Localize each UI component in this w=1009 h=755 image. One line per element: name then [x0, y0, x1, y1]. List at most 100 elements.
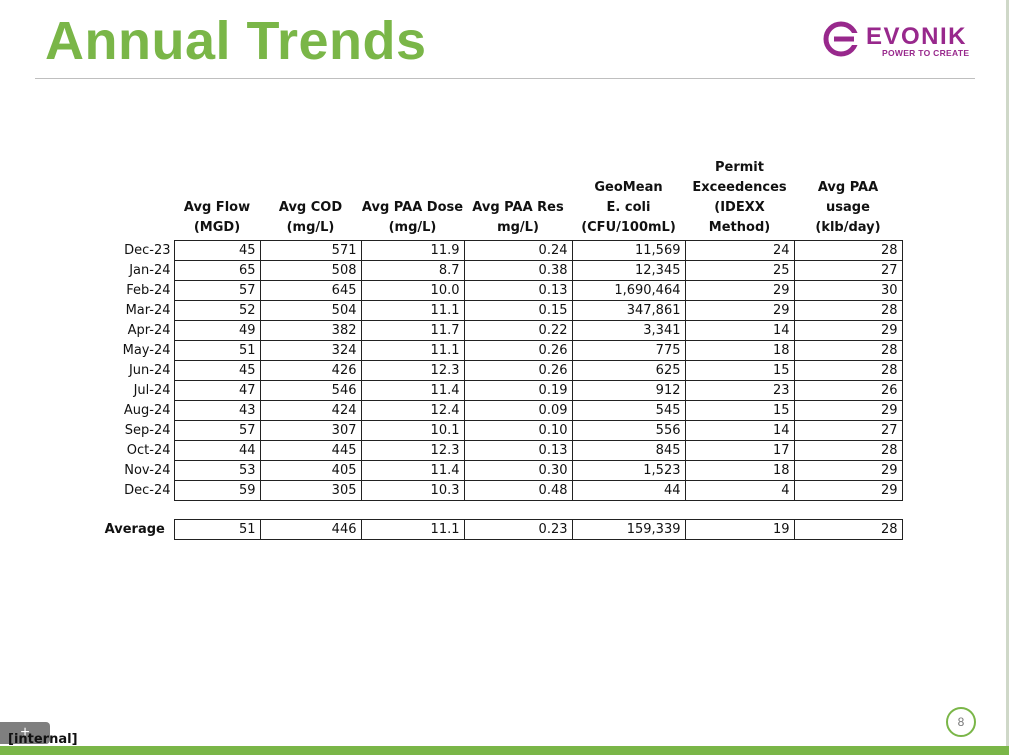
table-cell: 3,341 [571, 320, 686, 341]
table-cell: 12.3 [360, 440, 465, 461]
table-cell: 556 [571, 420, 686, 441]
column-header: Permit Exceedences (IDEXX Method) [692, 160, 787, 235]
table-cell: 307 [259, 420, 362, 441]
table-cell: 11.1 [360, 340, 465, 361]
table-cell: 305 [259, 480, 362, 501]
table-cell: 0.09 [463, 400, 573, 421]
average-row: Average 51 446 11.1 0.23 159,339 19 28 [100, 519, 903, 540]
table-cell: 845 [571, 440, 686, 461]
table-cell: 0.26 [463, 340, 573, 361]
table-cell: 19 [684, 519, 795, 540]
table-cell: 405 [259, 460, 362, 481]
annual-trends-table: Avg Flow (MGD) Avg COD (mg/L) Avg PAA Do… [100, 158, 903, 540]
row-label: Apr-24 [127, 323, 171, 338]
table-cell: 775 [571, 340, 686, 361]
table-cell: 382 [259, 320, 362, 341]
row-label: Jun-24 [128, 363, 171, 378]
row-label: Nov-24 [124, 463, 171, 478]
table-cell: 57 [173, 420, 261, 441]
slide-title: Annual Trends [45, 11, 427, 71]
table-cell: 26 [793, 380, 903, 401]
table-cell: 446 [259, 519, 362, 540]
page-number: 8 [946, 707, 976, 737]
table-cell: 51 [173, 519, 261, 540]
row-label: Average [104, 522, 165, 537]
row-label: Dec-23 [124, 243, 171, 258]
table-cell: 47 [173, 380, 261, 401]
table-cell: 426 [259, 360, 362, 381]
table-cell: 14 [684, 320, 795, 341]
row-label: Mar-24 [125, 303, 171, 318]
table-cell: 546 [259, 380, 362, 401]
table-cell: 45 [173, 240, 261, 261]
row-label: Feb-24 [126, 283, 171, 298]
table-cell: 347,861 [571, 300, 686, 321]
table-cell: 11.4 [360, 380, 465, 401]
evonik-logo-mark-icon [823, 21, 860, 57]
table-cell: 29 [793, 320, 903, 341]
row-label: May-24 [122, 343, 171, 358]
table-cell: 28 [793, 519, 903, 540]
table-cell: 65 [173, 260, 261, 281]
add-button[interactable]: + [0, 722, 50, 744]
table-cell: 0.13 [463, 440, 573, 461]
table-cell: 45 [173, 360, 261, 381]
table-header-row: Avg Flow (MGD) Avg COD (mg/L) Avg PAA Do… [100, 158, 902, 241]
table-row: Dec-24 59 305 10.3 0.48 44 4 29 [100, 480, 903, 501]
table-cell: 10.0 [360, 280, 465, 301]
table-cell: 28 [793, 300, 903, 321]
table-cell: 25 [684, 260, 795, 281]
table-cell: 51 [173, 340, 261, 361]
table-cell: 10.3 [360, 480, 465, 501]
table-cell: 29 [793, 480, 903, 501]
table-cell: 44 [173, 440, 261, 461]
table-cell: 445 [259, 440, 362, 461]
logo-wordmark: EVONIK [866, 23, 968, 50]
table-cell: 49 [173, 320, 261, 341]
table-cell: 912 [571, 380, 686, 401]
table-cell: 10.1 [360, 420, 465, 441]
evonik-logo: EVONIK POWER TO CREATE [822, 20, 972, 60]
table-cell: 57 [173, 280, 261, 301]
table-cell: 0.13 [463, 280, 573, 301]
table-cell: 11.7 [360, 320, 465, 341]
table-cell: 12,345 [571, 260, 686, 281]
table-cell: 24 [684, 240, 795, 261]
table-cell: 27 [793, 260, 903, 281]
table-cell: 11,569 [571, 240, 686, 261]
table-cell: 0.22 [463, 320, 573, 341]
table-cell: 29 [793, 400, 903, 421]
table-cell: 12.4 [360, 400, 465, 421]
table-cell: 28 [793, 240, 903, 261]
table-cell: 44 [571, 480, 686, 501]
table-cell: 625 [571, 360, 686, 381]
table-row: Jan-24 65 508 8.7 0.38 12,345 25 27 [100, 260, 903, 281]
table-cell: 11.9 [360, 240, 465, 261]
table-cell: 0.38 [463, 260, 573, 281]
table-cell: 4 [684, 480, 795, 501]
table-cell: 43 [173, 400, 261, 421]
title-divider [35, 78, 975, 79]
table-cell: 18 [684, 340, 795, 361]
table-cell: 28 [793, 440, 903, 461]
table-cell: 571 [259, 240, 362, 261]
table-cell: 0.23 [463, 519, 573, 540]
slide-edge [1006, 0, 1009, 746]
table-row: Oct-24 44 445 12.3 0.13 845 17 28 [100, 440, 903, 461]
table-cell: 15 [684, 400, 795, 421]
table-cell: 0.15 [463, 300, 573, 321]
table-cell: 29 [793, 460, 903, 481]
table-cell: 12.3 [360, 360, 465, 381]
table-cell: 11.1 [360, 300, 465, 321]
classification-label: [internal] [8, 732, 78, 747]
table-cell: 23 [684, 380, 795, 401]
column-header: Avg PAA Res mg/L) [472, 200, 564, 235]
table-cell: 424 [259, 400, 362, 421]
table-cell: 59 [173, 480, 261, 501]
table-cell: 545 [571, 400, 686, 421]
table-row: Mar-24 52 504 11.1 0.15 347,861 29 28 [100, 300, 903, 321]
table-cell: 645 [259, 280, 362, 301]
table-cell: 29 [684, 280, 795, 301]
column-header: GeoMean E. coli (CFU/100mL) [581, 180, 676, 235]
table-row: Sep-24 57 307 10.1 0.10 556 14 27 [100, 420, 903, 441]
